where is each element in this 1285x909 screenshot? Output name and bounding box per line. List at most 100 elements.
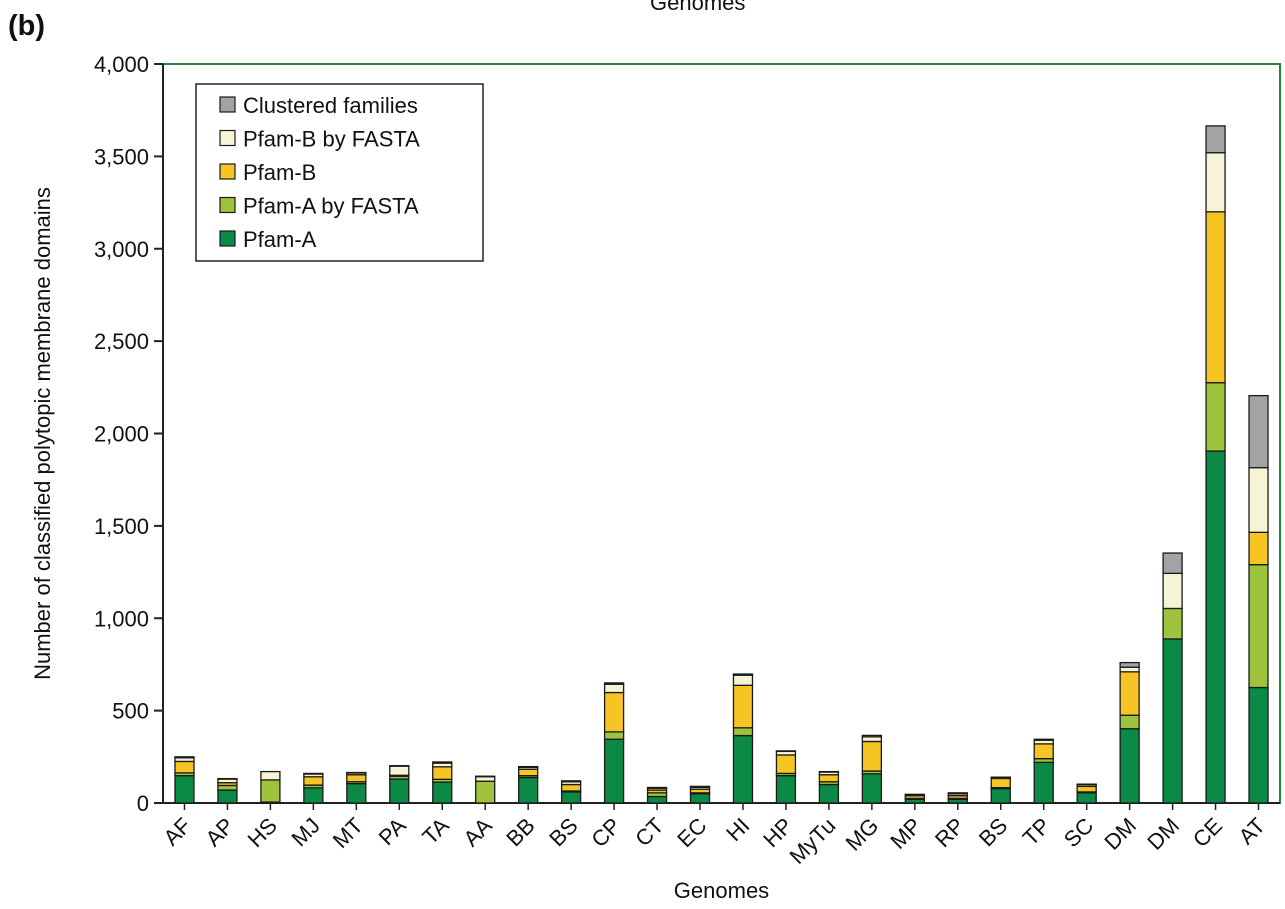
bar-segment-pfam-b-by-fasta [732,674,754,686]
x-tick-label: BS [974,813,1012,851]
bar-segment-pfam-b [1033,743,1054,760]
bar-segment-pfam-b [560,783,582,792]
legend-box [195,83,484,262]
bar-segment-clustered-families [689,785,711,788]
bar-segment-clustered-families [732,673,754,676]
bar-segment-pfam-a-by-fasta [1119,714,1140,730]
bar-segment-pfam-a [1205,450,1226,804]
x-tick-label: CT [630,813,668,851]
bar-segment-pfam-a [990,787,1011,804]
y-tick-label: 1,500 [94,514,149,539]
legend-swatch [219,96,236,113]
legend-swatch [219,230,236,247]
bar-segment-pfam-b [346,774,367,783]
y-tick-label: 500 [112,699,149,724]
x-tick-label: TA [417,813,454,850]
x-tick-label: AA [458,813,497,852]
bar-segment-pfam-a [560,791,582,804]
bar-segment-pfam-a-by-fasta [1248,564,1269,689]
bar-segment-pfam-a [518,776,539,804]
legend-swatch [219,196,236,214]
bar-segment-clustered-families [1033,738,1054,741]
bar-segment-pfam-a [1248,686,1269,804]
x-tick-label: SC [1059,813,1098,852]
bar-segment-pfam-a [1162,638,1183,804]
bar-segment-clustered-families [217,777,238,780]
bar-segment-clustered-families [432,761,453,764]
bar-segment-pfam-b-by-fasta [260,770,281,781]
bar-segment-pfam-a-by-fasta [475,780,496,804]
bar-segment-pfam-b [775,754,797,775]
y-tick-label: 3,000 [94,237,149,262]
x-tick-label: TP [1018,813,1056,851]
bar-segment-pfam-a-by-fasta [1162,607,1183,640]
legend-label: Pfam-A [243,227,317,252]
legend-label: Pfam-B by FASTA [243,127,420,152]
bar-segment-clustered-families [646,786,668,789]
bar-segment-pfam-a [775,775,797,804]
bar-segment-clustered-families [1162,552,1183,575]
bar-segment-pfam-b [990,777,1011,789]
x-axis-label: Genomes [674,878,769,903]
x-tick-label: EC [672,813,711,852]
bar-segment-clustered-families [1076,783,1097,786]
bar-segment-pfam-a-by-fasta [1205,382,1226,452]
bar-segment-clustered-families [947,792,968,795]
bar-segment-pfam-a [818,783,840,804]
bar-segment-clustered-families [990,776,1011,779]
bar-segment-pfam-a [646,795,668,804]
bar-segment-clustered-families [904,793,925,796]
y-axis-label: Number of classified polytopic membrane … [30,187,55,680]
x-tick-label: AP [201,813,239,851]
bar-segment-pfam-b-by-fasta [861,736,883,743]
bar-segment-clustered-families [1119,661,1140,668]
bar-segment-pfam-a [603,738,625,804]
bar-segment-clustered-families [475,775,496,778]
x-tick-label: HI [721,813,754,846]
bar-segment-clustered-families [1205,125,1226,154]
bar-segment-pfam-b-by-fasta [389,765,410,776]
bar-segment-clustered-families [346,771,367,774]
bar-segment-pfam-a [389,778,410,804]
bar-segment-clustered-families [1248,394,1269,469]
bar-segment-pfam-a-by-fasta [603,731,625,740]
bar-segment-pfam-b [432,766,453,781]
bar-segment-pfam-b [818,774,840,783]
y-tick-label: 4,000 [94,52,149,77]
bar-segment-pfam-b [603,691,625,733]
x-tick-label: MT [328,813,368,853]
y-tick-label: 2,000 [94,422,149,447]
bar-segment-pfam-b [1076,785,1097,793]
bar-segment-clustered-families [603,682,625,685]
bar-segment-pfam-a [1033,761,1054,804]
bar-segment-clustered-families [861,734,883,738]
bar-segment-pfam-a-by-fasta [260,779,281,803]
y-tick-label: 2,500 [94,329,149,354]
bar-segment-pfam-a [346,782,367,804]
bar-segment-pfam-a [303,787,324,804]
y-tick-label: 0 [137,791,149,816]
bar-segment-clustered-families [389,765,410,767]
x-tick-label: RP [930,813,969,852]
x-tick-label: DM [1142,813,1184,855]
bar-segment-clustered-families [775,750,797,753]
bar-segment-pfam-a [861,773,883,804]
bar-segment-pfam-b [518,768,539,777]
bar-segment-pfam-a-by-fasta [217,784,238,791]
bar-segment-pfam-a [1076,792,1097,804]
x-tick-label: MyTu [784,813,840,869]
x-tick-label: AF [158,813,196,851]
x-tick-label: CP [586,813,625,852]
bar-segment-pfam-b [861,740,883,772]
bar-segment-clustered-families [818,770,840,773]
bar-segment-pfam-a [732,734,754,804]
legend-label: Pfam-B [243,160,316,185]
bar-segment-clustered-families [303,772,324,775]
x-tick-label: BB [501,813,539,851]
bar-segment-pfam-b-by-fasta [603,683,625,694]
bar-segment-pfam-b [1205,211,1226,384]
y-tick-label: 1,000 [94,606,149,631]
x-tick-label: MP [885,813,926,854]
legend-swatch [219,129,236,147]
